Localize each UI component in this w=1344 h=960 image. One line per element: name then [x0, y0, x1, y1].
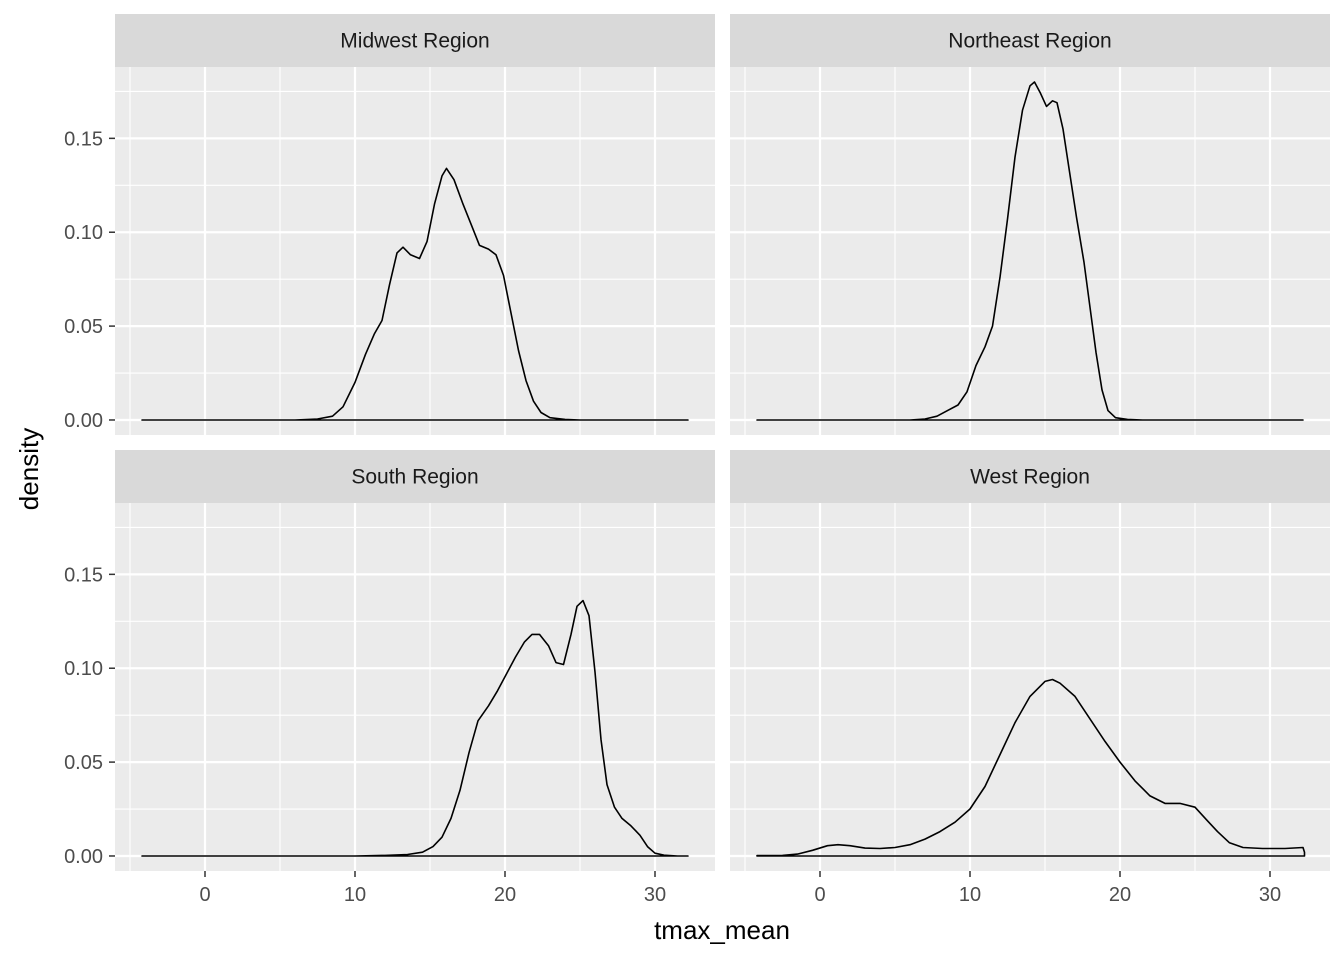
x-tick-label: 30 — [1259, 884, 1281, 906]
strip-label: Northeast Region — [948, 30, 1111, 53]
x-tick-label: 10 — [344, 884, 366, 906]
panel-background — [115, 503, 715, 871]
x-tick-label: 0 — [199, 884, 210, 906]
strip-background — [115, 450, 715, 503]
density-line — [756, 678, 1306, 857]
strip-label: Midwest Region — [340, 30, 489, 53]
axes: 0.00 0.05 0.10 0.15 0.00 0.05 0.10 0.15 0 10 20 30 0… — [64, 128, 1281, 906]
facet-panels: Midwest Region Northeast Region South Regi… — [115, 14, 1330, 871]
panel-background — [115, 67, 715, 435]
strip-background — [730, 450, 1330, 503]
y-tick-label: 0.05 — [64, 752, 103, 774]
x-tick-label: 20 — [494, 884, 516, 906]
y-tick-label: 0.00 — [64, 410, 103, 432]
strip-background — [730, 14, 1330, 67]
panel-background — [730, 67, 1330, 435]
y-tick-label: 0.00 — [64, 846, 103, 868]
x-tick-label: 20 — [1109, 884, 1131, 906]
y-tick-label: 0.05 — [64, 316, 103, 338]
x-axis-title: tmax_mean — [654, 915, 790, 945]
x-tick-label: 10 — [959, 884, 981, 906]
strip-label: South Region — [351, 466, 478, 489]
facet-midwest-region: Midwest Region — [115, 14, 715, 435]
facet-west-region: West Region — [730, 450, 1330, 871]
x-tick-label: 0 — [814, 884, 825, 906]
density-line — [141, 167, 689, 421]
strip-background — [115, 14, 715, 67]
facet-south-region: South Region — [115, 450, 715, 871]
facet-northeast-region: Northeast Region — [730, 14, 1330, 435]
density-line — [141, 599, 689, 857]
panel-background — [730, 503, 1330, 871]
y-tick-label: 0.15 — [64, 564, 103, 586]
density-line — [756, 81, 1304, 421]
x-tick-label: 30 — [644, 884, 666, 906]
y-tick-label: 0.10 — [64, 222, 103, 244]
strip-label: West Region — [970, 466, 1090, 489]
y-tick-label: 0.10 — [64, 658, 103, 680]
y-tick-label: 0.15 — [64, 128, 103, 150]
y-axis-title: density — [14, 428, 44, 510]
